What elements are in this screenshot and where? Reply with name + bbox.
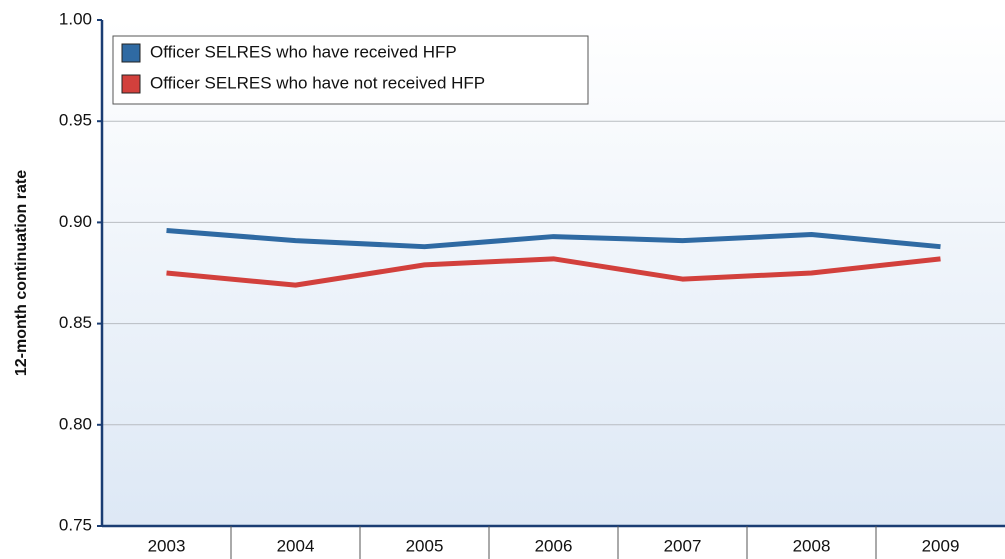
- series-line: [166, 256, 941, 288]
- y-axis-label: 12-month continuation rate: [13, 170, 30, 376]
- series-line: [166, 228, 941, 250]
- legend-swatch: [121, 43, 141, 63]
- x-tick-label: 2004: [277, 536, 315, 555]
- y-tick-label: 0.95: [59, 111, 92, 130]
- x-tick-label: 2005: [406, 536, 444, 555]
- legend-label: Officer SELRES who have received HFP: [150, 42, 457, 61]
- y-tick-label: 1.00: [59, 9, 92, 28]
- y-tick-label: 0.85: [59, 313, 92, 332]
- legend-label: Officer SELRES who have not received HFP: [150, 73, 485, 92]
- y-tick-label: 0.90: [59, 212, 92, 231]
- x-tick-label: 2006: [535, 536, 573, 555]
- x-tick-label: 2009: [922, 536, 960, 555]
- x-tick-label: 2007: [664, 536, 702, 555]
- y-tick-label: 0.75: [59, 515, 92, 534]
- y-tick-label: 0.80: [59, 414, 92, 433]
- x-tick-label: 2008: [793, 536, 831, 555]
- x-tick-label: 2003: [148, 536, 186, 555]
- legend-swatch: [121, 74, 141, 94]
- legend-box: [112, 35, 589, 105]
